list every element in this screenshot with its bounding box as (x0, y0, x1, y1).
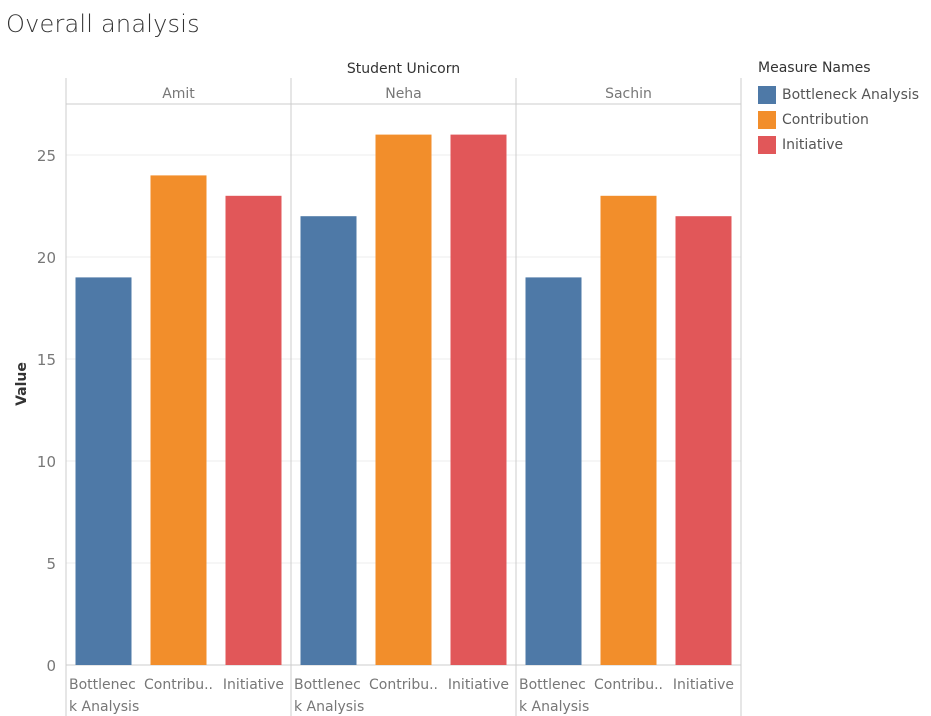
x-tick-label: Initiative (673, 677, 734, 693)
legend-label: Initiative (782, 136, 844, 153)
x-tick-label: Contribu.. (144, 677, 213, 693)
x-tick-label: k Analysis (294, 699, 364, 715)
legend-items: Bottleneck Analysis Contribution Initiativ… (758, 82, 919, 157)
y-tick-label: 0 (46, 657, 56, 675)
bar (150, 175, 207, 665)
legend-item[interactable]: Bottleneck Analysis (758, 82, 919, 107)
legend-label: Contribution (782, 111, 869, 128)
x-tick-label: Bottlenec (69, 677, 136, 693)
bar (300, 216, 357, 665)
legend-title: Measure Names (758, 60, 871, 76)
legend-swatch (758, 110, 776, 129)
x-tick-label: k Analysis (69, 699, 139, 715)
y-axis-title: Value (14, 362, 30, 406)
legend: Measure Names Bottleneck Analysis Contrib… (758, 60, 919, 157)
legend-swatch (758, 135, 776, 154)
x-tick-label: Bottlenec (294, 677, 361, 693)
x-tick-label: Initiative (448, 677, 509, 693)
x-tick-label: Initiative (223, 677, 284, 693)
panel-header: Amit (162, 86, 195, 102)
chart-title: Overall analysis (6, 10, 200, 38)
panel-header: Sachin (605, 86, 652, 102)
bar (450, 134, 507, 666)
y-tick-label: 20 (37, 249, 56, 267)
bar (525, 277, 582, 665)
y-tick-label: 15 (37, 351, 56, 369)
legend-swatch (758, 85, 776, 104)
bar (675, 216, 732, 665)
x-tick-label: Bottlenec (519, 677, 586, 693)
legend-label: Bottleneck Analysis (782, 86, 920, 103)
bar (75, 277, 132, 665)
y-tick-label: 25 (37, 147, 56, 165)
x-tick-label: Contribu.. (594, 677, 663, 693)
panel-header: Neha (385, 86, 422, 102)
y-tick-label: 5 (46, 555, 56, 573)
bar (600, 195, 657, 666)
bar (225, 195, 282, 666)
y-tick-label: 10 (37, 453, 56, 471)
bar (375, 134, 432, 666)
legend-item[interactable]: Contribution (758, 107, 919, 132)
x-tick-label: Contribu.. (369, 677, 438, 693)
column-header: Student Unicorn (347, 61, 460, 77)
legend-item[interactable]: Initiative (758, 132, 919, 157)
x-tick-label: k Analysis (519, 699, 589, 715)
